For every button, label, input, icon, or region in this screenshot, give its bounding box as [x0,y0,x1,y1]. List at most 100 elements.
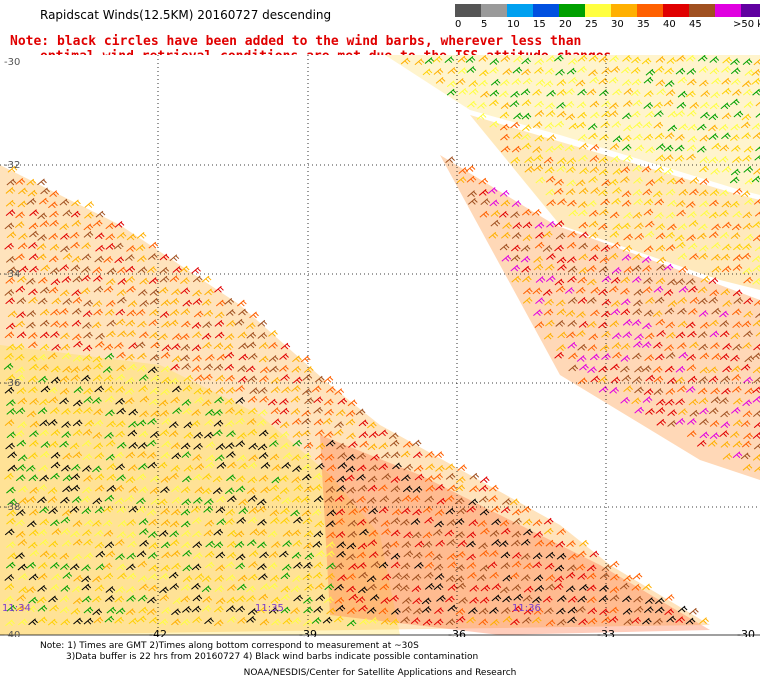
wind-barb [642,617,652,625]
map-background [0,55,760,637]
wind-barb [722,300,732,307]
wind-barb [510,539,521,547]
wind-barb [60,528,71,535]
wind-barb [622,100,633,107]
wind-barb [161,551,171,559]
wind-barb [490,210,501,217]
wind-barb [104,309,115,316]
wind-barb [698,310,709,317]
wind-barb [238,308,248,316]
wind-barb [368,464,379,472]
wind-barb [192,454,202,461]
wind-barb [81,274,91,282]
wind-barb [356,473,366,481]
wind-barb [235,417,245,425]
wind-barb [500,506,511,514]
wind-barb [116,441,127,449]
wind-barb [708,231,719,239]
wind-barb [557,263,567,271]
wind-barb [709,102,720,110]
wind-barb [575,330,586,337]
wind-barb [521,208,532,216]
wind-barb [127,363,137,371]
wind-barb [115,430,125,438]
wind-barb [347,519,358,527]
wind-barb [312,472,323,480]
wind-barb [115,607,126,615]
wind-barb [510,264,521,272]
wind-barb [378,506,389,514]
wind-barb [611,266,622,274]
wind-barb [247,516,258,524]
wind-barb [28,222,39,230]
wind-barb [14,430,25,437]
wind-barb [190,505,201,513]
wind-barb [674,234,685,242]
wind-barb [400,57,411,65]
wind-barb [457,540,468,547]
wind-barb [180,486,191,493]
wind-barb [688,398,699,406]
wind-barb [544,562,555,570]
wind-barb [554,244,564,252]
wind-barb [444,495,455,502]
wind-barb [17,618,28,626]
wind-barb [566,241,577,249]
wind-barb [257,563,267,570]
wind-barb [81,253,92,261]
wind-barb [743,145,754,153]
wind-barb [577,595,588,603]
wind-barb [168,421,179,429]
wind-barb [424,551,435,558]
wind-barb [47,352,58,360]
wind-barb [696,123,707,131]
wind-barb [455,608,466,615]
wind-barb [632,308,643,315]
wind-barb [545,145,556,153]
wind-barb [28,288,38,296]
wind-barb [687,135,698,143]
wind-barb [39,331,50,339]
wind-barb [26,561,37,569]
wind-barb [732,156,742,163]
wind-barb [641,341,652,348]
wind-barb [621,190,632,198]
wind-barb [433,68,444,75]
wind-barb [544,263,555,271]
wind-barb [92,266,103,274]
wind-barb [589,100,600,108]
wind-barb [422,505,433,513]
wind-barb [311,385,322,393]
wind-barb [256,419,267,426]
wind-barb [567,57,578,65]
wind-barb [434,607,444,614]
wind-barb [150,497,161,505]
wind-barb [326,386,336,393]
wind-barb [116,563,127,571]
wind-barb [280,606,291,614]
wind-barb [390,451,401,459]
wind-barb [709,189,720,196]
wind-barb [500,551,511,559]
wind-barb [544,607,554,615]
wind-barb [579,363,589,371]
wind-barb [720,375,731,383]
wind-barb [293,594,303,602]
wind-barb [667,124,678,132]
wind-barb [279,550,289,558]
wind-barb [169,275,180,283]
wind-barb [489,484,499,492]
wind-barb [257,541,267,549]
wind-barb [170,396,180,404]
wind-barb [410,495,421,503]
lon-tick-label: -39 [299,628,317,637]
wind-barb [742,243,752,251]
wind-barb [116,351,126,359]
wind-barb [126,285,136,293]
wind-barb [47,419,58,426]
wind-barb [246,331,257,339]
wind-barb [39,319,50,327]
wind-barb [436,595,446,602]
wind-barb [513,112,523,120]
wind-barb [554,564,565,572]
